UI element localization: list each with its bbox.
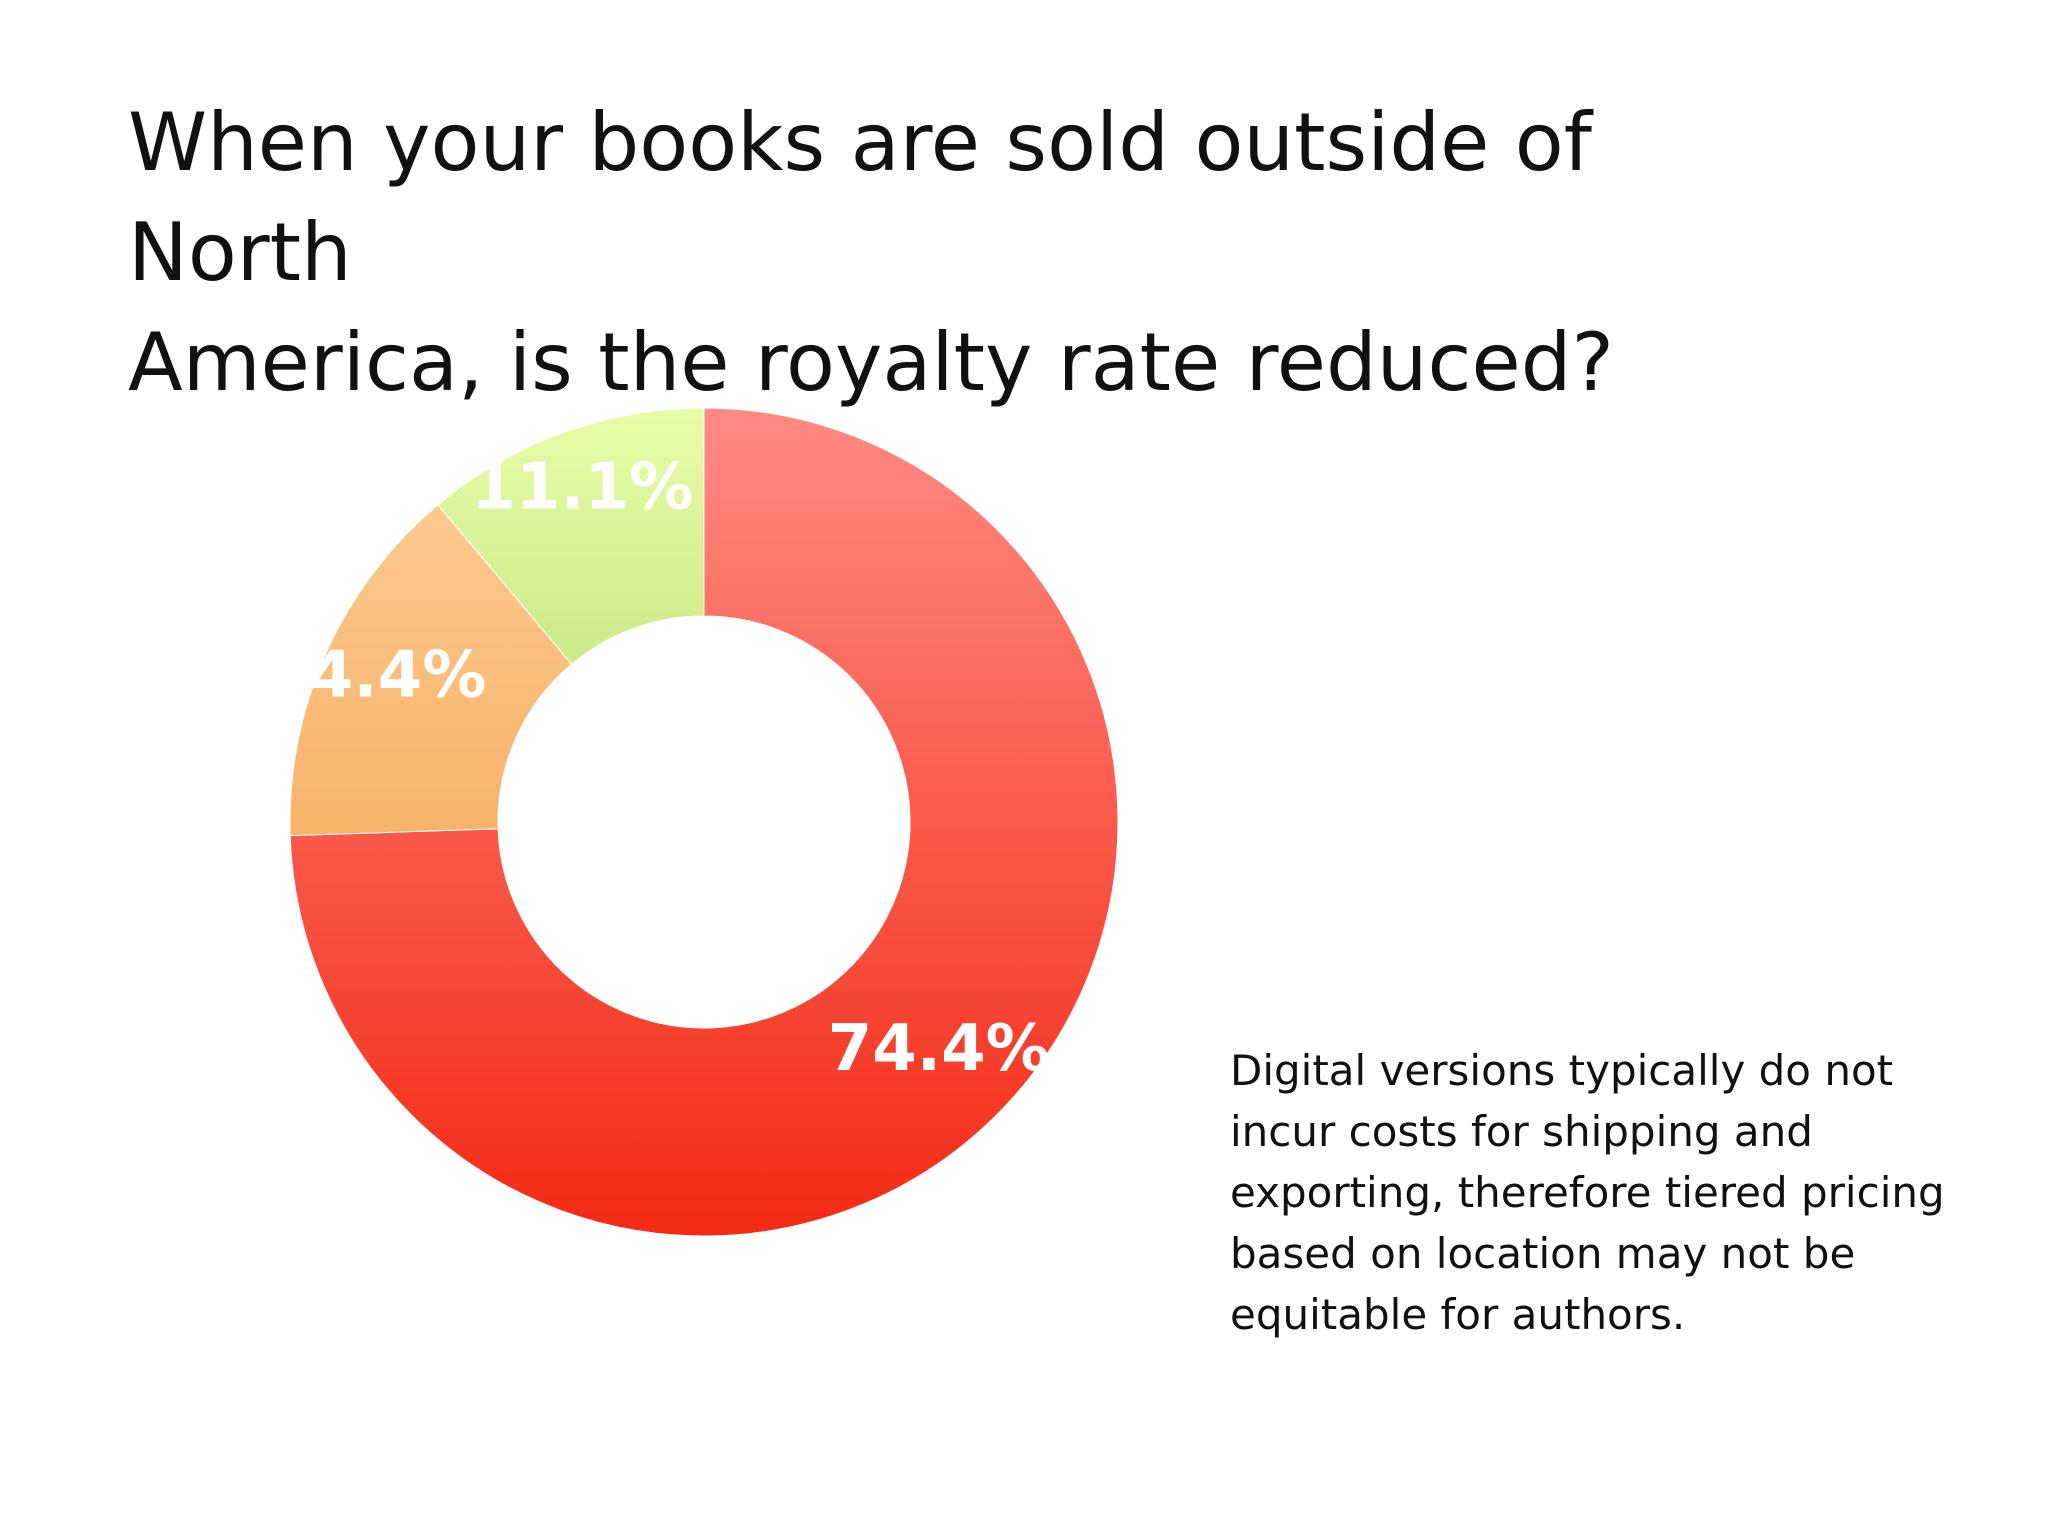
- donut-slice-3: [437, 407, 705, 665]
- slice-label-2: 14.4%: [264, 638, 486, 712]
- slice-label-1: 74.4%: [828, 1012, 1050, 1086]
- slide-note: Digital versions typically do not incur …: [1230, 1046, 1945, 1339]
- page-title: When your books are sold outside of Nort…: [128, 96, 1614, 409]
- chart-slices: [289, 407, 1119, 1237]
- chart-data-labels: 74.4% 14.4% 11.1%: [264, 451, 1049, 1086]
- slice-label-3: 11.1%: [471, 451, 693, 525]
- donut-slice-1: [289, 407, 1119, 1237]
- donut-slice-2: [289, 504, 573, 837]
